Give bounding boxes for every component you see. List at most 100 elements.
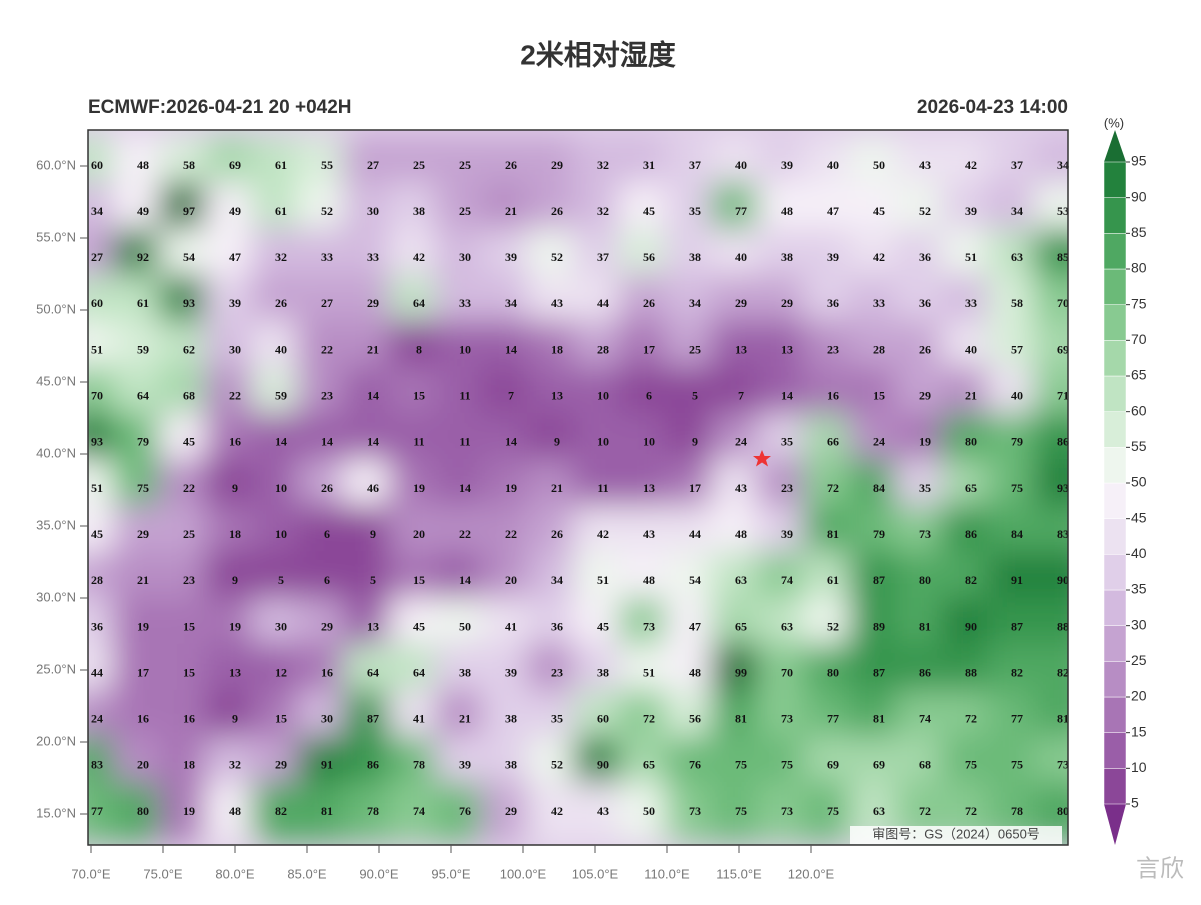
humidity-value: 88	[1057, 619, 1069, 633]
humidity-value: 59	[275, 389, 287, 403]
colorbar-band	[1103, 554, 1127, 591]
humidity-value: 39	[459, 758, 471, 772]
humidity-value: 86	[367, 758, 379, 772]
humidity-value: 68	[183, 389, 195, 403]
colorbar-tick-label: 40	[1131, 545, 1147, 561]
humidity-value: 6	[324, 527, 330, 541]
humidity-value: 75	[735, 804, 747, 818]
humidity-value: 53	[1057, 204, 1069, 218]
humidity-value: 36	[919, 250, 931, 264]
humidity-value: 68	[919, 758, 931, 772]
humidity-value: 84	[873, 481, 885, 495]
humidity-value: 45	[413, 619, 425, 633]
humidity-value: 70	[91, 389, 103, 403]
lon-tick-label: 75.0°E	[143, 866, 183, 881]
humidity-value: 43	[643, 527, 655, 541]
humidity-value: 81	[827, 527, 839, 541]
humidity-value: 86	[965, 527, 977, 541]
humidity-value: 33	[459, 296, 471, 310]
humidity-value: 21	[505, 204, 517, 218]
humidity-value: 81	[873, 712, 885, 726]
humidity-value: 83	[91, 758, 103, 772]
lat-tick-label: 30.0°N	[36, 589, 76, 604]
humidity-value: 5	[370, 573, 376, 587]
humidity-value: 30	[459, 250, 471, 264]
humidity-value: 69	[1057, 342, 1069, 356]
humidity-value: 26	[275, 296, 287, 310]
colorbar-tick-label: 45	[1131, 509, 1147, 525]
humidity-value: 81	[735, 712, 747, 726]
humidity-value: 14	[367, 389, 379, 403]
humidity-value: 40	[1011, 389, 1023, 403]
humidity-value: 60	[91, 296, 103, 310]
humidity-value: 33	[367, 250, 379, 264]
humidity-value: 38	[459, 665, 471, 679]
humidity-value: 43	[597, 804, 609, 818]
colorbar-tick-label: 50	[1131, 474, 1147, 490]
humidity-value: 6	[324, 573, 330, 587]
humidity-value: 24	[873, 435, 885, 449]
humidity-value: 56	[689, 712, 701, 726]
humidity-value: 37	[597, 250, 609, 264]
humidity-value: 82	[275, 804, 287, 818]
humidity-value: 25	[413, 158, 425, 172]
humidity-value: 35	[919, 481, 931, 495]
humidity-value: 48	[689, 665, 701, 679]
humidity-value: 63	[873, 804, 885, 818]
humidity-value: 61	[137, 296, 149, 310]
humidity-value: 74	[919, 712, 931, 726]
colorbar-band	[1103, 447, 1127, 484]
humidity-value: 35	[689, 204, 701, 218]
humidity-value: 60	[597, 712, 609, 726]
humidity-value: 90	[965, 619, 977, 633]
humidity-value: 39	[229, 296, 241, 310]
humidity-value: 65	[735, 619, 747, 633]
humidity-value: 15	[413, 573, 425, 587]
humidity-value: 45	[597, 619, 609, 633]
humidity-value: 50	[459, 619, 471, 633]
humidity-value: 44	[91, 665, 103, 679]
lon-tick-label: 115.0°E	[716, 866, 762, 881]
colorbar-band	[1103, 268, 1127, 305]
approval-box	[850, 826, 1062, 844]
humidity-value: 75	[781, 758, 793, 772]
humidity-value: 16	[183, 712, 195, 726]
humidity-value: 35	[781, 435, 793, 449]
colorbar-band	[1103, 732, 1127, 769]
humidity-value: 63	[781, 619, 793, 633]
humidity-value: 87	[367, 712, 379, 726]
humidity-value: 73	[781, 712, 793, 726]
humidity-value: 9	[232, 712, 238, 726]
colorbar-band	[1103, 304, 1127, 341]
humidity-value: 75	[1011, 481, 1023, 495]
humidity-value: 72	[827, 481, 839, 495]
humidity-value: 13	[367, 619, 379, 633]
humidity-value: 82	[965, 573, 977, 587]
humidity-value: 26	[551, 527, 563, 541]
humidity-value: 58	[1011, 296, 1023, 310]
humidity-value: 39	[505, 665, 517, 679]
humidity-value: 45	[183, 435, 195, 449]
humidity-value: 87	[873, 665, 885, 679]
lon-tick-label: 95.0°E	[431, 866, 471, 881]
lon-tick-label: 105.0°E	[572, 866, 619, 881]
humidity-value: 56	[643, 250, 655, 264]
lat-tick-label: 35.0°N	[36, 517, 76, 532]
humidity-value: 24	[91, 712, 103, 726]
humidity-value: 30	[229, 342, 241, 356]
humidity-value: 27	[321, 296, 333, 310]
humidity-value: 18	[183, 758, 195, 772]
humidity-value: 22	[229, 389, 241, 403]
humidity-value: 61	[275, 204, 287, 218]
humidity-value: 23	[781, 481, 793, 495]
humidity-value: 15	[275, 712, 287, 726]
humidity-value: 77	[735, 204, 747, 218]
humidity-value: 42	[873, 250, 885, 264]
lat-tick-label: 60.0°N	[36, 157, 76, 172]
humidity-value: 39	[827, 250, 839, 264]
humidity-value: 28	[91, 573, 103, 587]
colorbar-band	[1103, 411, 1127, 448]
humidity-value: 35	[551, 712, 563, 726]
humidity-value: 28	[597, 342, 609, 356]
